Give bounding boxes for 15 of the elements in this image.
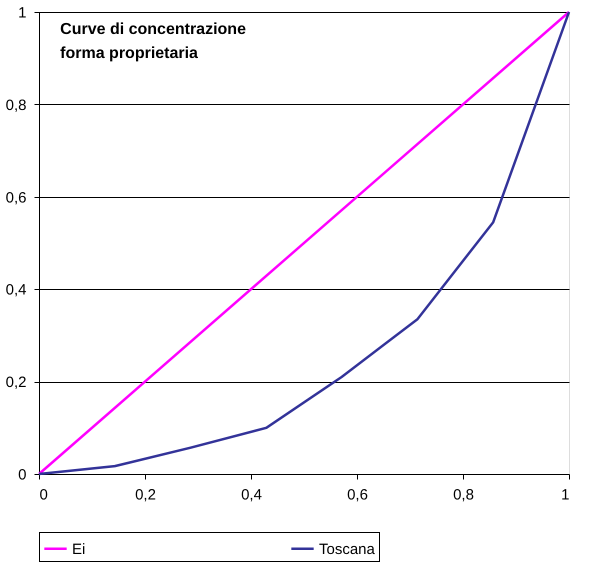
legend-label: Ei: [72, 540, 86, 558]
y-tick-label: 0: [18, 466, 26, 484]
y-tick-label: 1: [18, 4, 26, 22]
x-tick-label: 0: [40, 486, 48, 504]
y-tick-label: 0,4: [6, 282, 26, 299]
y-tick-label: 0,2: [6, 374, 26, 392]
legend-label: Toscana: [319, 540, 376, 558]
y-tick-label: 0,6: [6, 189, 26, 206]
x-tick-label: 0,8: [453, 486, 474, 504]
x-tick-label: 0,2: [135, 486, 156, 504]
x-tick-label: 1: [561, 486, 570, 504]
text: Curve di concentrazione forma proprietaria: [60, 21, 246, 62]
x-tick-label: 0,6: [347, 486, 368, 504]
y-tick-label: 0,8: [6, 96, 26, 114]
x-tick-label: 0,4: [241, 486, 262, 504]
